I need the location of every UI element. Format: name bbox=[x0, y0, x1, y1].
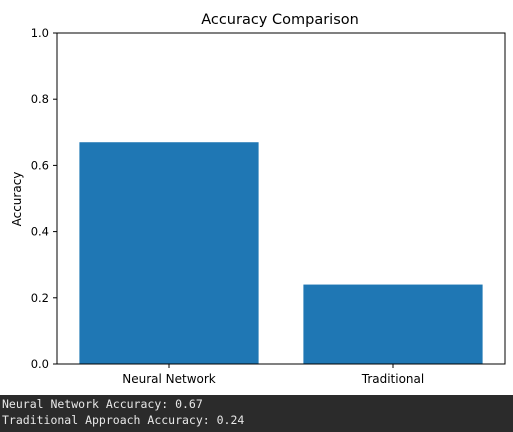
y-tick-label: 0.4 bbox=[31, 225, 49, 239]
console-output: Neural Network Accuracy: 0.67 Traditiona… bbox=[0, 395, 513, 432]
chart-title: Accuracy Comparison bbox=[201, 12, 359, 28]
y-tick-label: 0.8 bbox=[31, 92, 49, 106]
x-tick-label: Traditional bbox=[361, 372, 424, 386]
x-tick-label: Neural Network bbox=[122, 372, 216, 386]
bar-traditional bbox=[303, 285, 482, 364]
y-tick-label: 0.0 bbox=[31, 357, 49, 371]
bars bbox=[79, 142, 482, 364]
bar-chart: Accuracy Comparison Accuracy 0.0 0.2 0.4 0.… bbox=[0, 0, 513, 395]
chart-figure: Accuracy Comparison Accuracy 0.0 0.2 0.4 0.… bbox=[0, 0, 513, 395]
y-tick-label: 0.6 bbox=[31, 158, 49, 172]
y-tick-label: 1.0 bbox=[31, 26, 49, 40]
y-axis-label: Accuracy bbox=[10, 172, 24, 227]
bar-neural-network bbox=[79, 142, 258, 364]
console-line-nn-accuracy: Neural Network Accuracy: 0.67 bbox=[2, 396, 513, 412]
y-tick-label: 0.2 bbox=[31, 291, 49, 305]
console-line-traditional-accuracy: Traditional Approach Accuracy: 0.24 bbox=[2, 412, 513, 428]
